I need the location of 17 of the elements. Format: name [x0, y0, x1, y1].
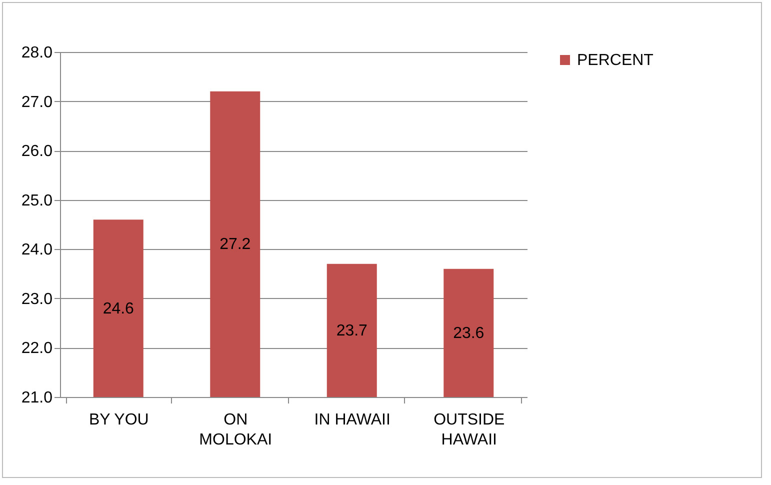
data-label: 27.2: [220, 236, 251, 254]
y-tick-label: 25.0: [21, 192, 53, 210]
x-tick-label: BY YOU: [88, 412, 149, 428]
y-tick-label: 22.0: [21, 340, 53, 358]
data-label: 23.7: [336, 322, 368, 340]
y-tick-label: 28.0: [21, 44, 53, 62]
x-tick-label: ON MOLOKAI: [199, 412, 272, 448]
x-tick-label: OUTSIDE HAWAII: [434, 412, 505, 448]
data-label: 23.6: [453, 324, 484, 342]
y-tick-label: 24.0: [21, 242, 53, 259]
data-label: 24.6: [102, 300, 134, 318]
y-tick-label: 27.0: [21, 94, 53, 111]
y-tick-label: 26.0: [21, 143, 53, 160]
y-tick-label: 21.0: [21, 390, 53, 406]
legend-label: PERCENT: [577, 52, 654, 69]
y-tick-label: 23.0: [21, 290, 53, 308]
x-tick-label: IN HAWAII: [314, 412, 390, 428]
